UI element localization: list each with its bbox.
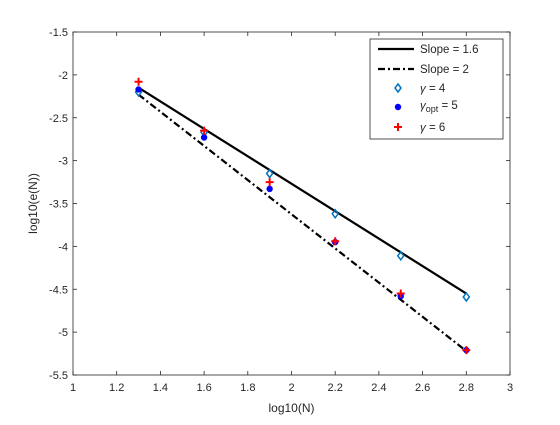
x-tick-label-4: 1.8 — [240, 382, 255, 394]
series-4-point-0 — [134, 77, 143, 86]
x-tick-label-5: 2 — [288, 382, 294, 394]
y-tick-label-3: -3 — [58, 156, 68, 168]
series-2-point-3 — [331, 208, 340, 220]
legend-label-gamma-6: γ = 6 — [420, 122, 445, 134]
legend-text-gamma-6: = 6 — [426, 122, 446, 134]
series-layer — [134, 77, 471, 355]
series-2-point-4 — [396, 250, 405, 262]
series-4-point-3 — [331, 237, 340, 246]
legend-text-gamma-4: = 4 — [426, 83, 446, 95]
legend-marker-gamma-4 — [394, 82, 402, 94]
series-4-point-4 — [396, 289, 405, 298]
gamma-subscript: opt — [426, 104, 439, 114]
y-tick-label-8: -5.5 — [49, 370, 68, 382]
x-tick-label-2: 1.4 — [153, 382, 168, 394]
y-tick-label-0: -1.5 — [49, 27, 68, 39]
legend-box — [369, 38, 504, 140]
legend-marker-gamma-6 — [394, 123, 402, 131]
x-tick-label-0: 1 — [70, 382, 76, 394]
series-4-point-2 — [265, 178, 274, 187]
y-tick-label-1: -2 — [58, 70, 68, 82]
y-tick-label-6: -4.5 — [49, 284, 68, 296]
legend-label-slope-1-6: Slope = 1.6 — [420, 44, 479, 56]
x-axis-label: log10(N) — [268, 401, 314, 415]
axes-layer: 1 1.2 1.4 1.6 1.8 2 2.2 2.4 2.6 2.8 3 -1.5 -2 -2.5 -3 -… — [49, 27, 513, 394]
gamma-symbol: γ — [420, 83, 427, 95]
legend-label-gamma-4: γ = 4 — [420, 83, 446, 95]
x-tick-label-10: 3 — [507, 382, 513, 394]
x-tick-label-8: 2.6 — [415, 382, 430, 394]
x-tick-label-7: 2.4 — [371, 382, 386, 394]
x-tick-label-3: 1.6 — [196, 382, 211, 394]
legend: Slope = 1.6 Slope = 2 γ = 4 γopt = 5 γ =… — [369, 38, 504, 140]
gamma-symbol: γ — [420, 100, 427, 112]
series-2-point-2 — [265, 168, 274, 179]
legend-label-gamma-opt-5: γopt = 5 — [420, 100, 458, 114]
y-tick-label-5: -4 — [58, 241, 68, 253]
x-tick-label-1: 1.2 — [109, 382, 124, 394]
y-tick-label-4: -3.5 — [49, 199, 68, 211]
series-3-point-0 — [135, 86, 142, 93]
y-axis-label: log10(e(N)) — [26, 173, 40, 234]
legend-text-gamma-opt-5: = 5 — [438, 100, 458, 112]
series-4-point-5 — [462, 346, 471, 355]
series-4-point-1 — [200, 126, 209, 135]
fit-line-slope-1-6 — [137, 86, 467, 295]
fit-line-slope-2 — [137, 93, 467, 352]
series-3-point-1 — [200, 134, 208, 141]
series-2-point-5 — [462, 291, 471, 303]
gamma-symbol: γ — [420, 122, 427, 134]
legend-marker-gamma-opt-5 — [394, 103, 402, 111]
x-tick-label-6: 2.2 — [328, 382, 343, 394]
y-tick-label-2: -2.5 — [49, 113, 68, 125]
y-tick-label-7: -5 — [58, 327, 68, 339]
series-3-point-2 — [266, 185, 273, 193]
legend-label-slope-2: Slope = 2 — [420, 64, 469, 76]
x-tick-label-9: 2.8 — [459, 382, 474, 394]
